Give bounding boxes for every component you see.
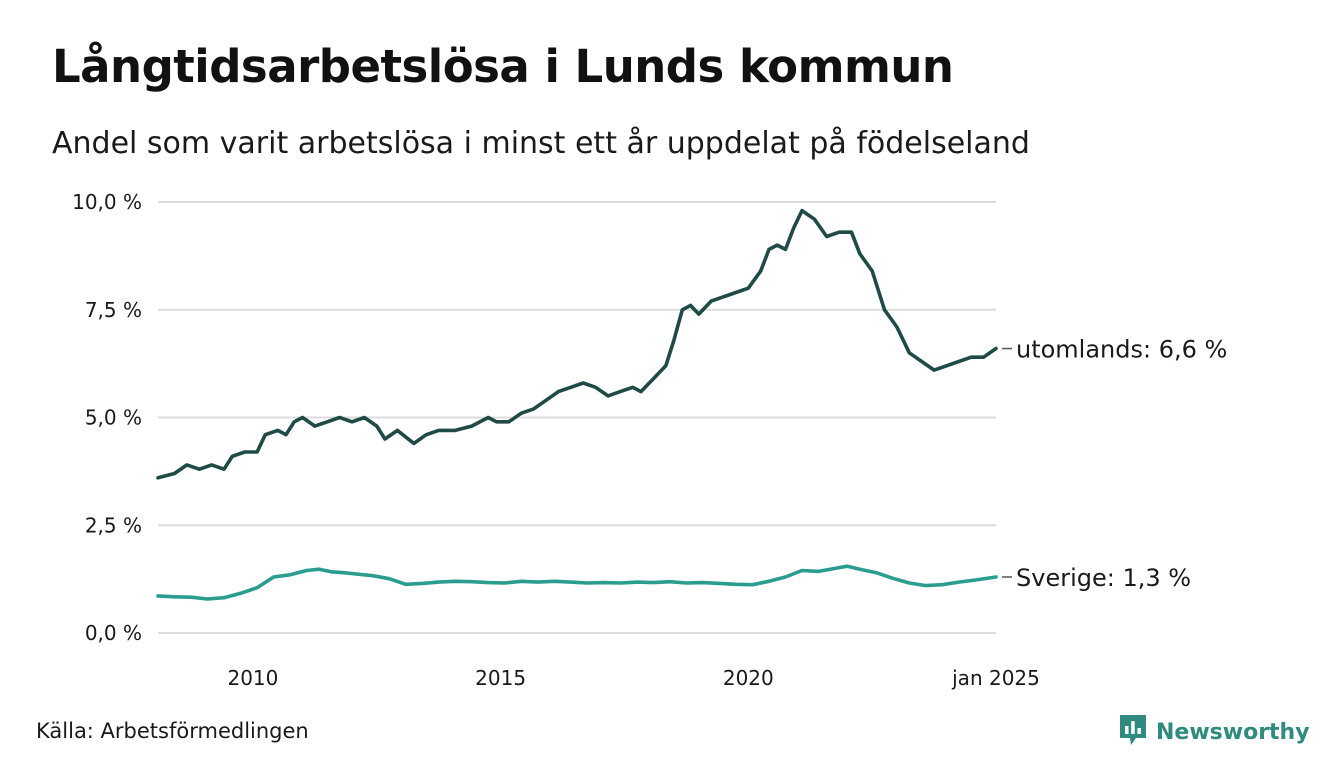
y-tick-label: 2,5 % (85, 513, 142, 537)
end-label-utomlands: utomlands: 6,6 % (1016, 336, 1227, 364)
series-lines (156, 208, 998, 601)
y-tick-label: 7,5 % (85, 298, 142, 322)
y-tick-label: 5,0 % (85, 406, 142, 430)
gridlines (158, 201, 996, 634)
brand-name: Newsworthy (1156, 719, 1310, 745)
x-tick-label: 2015 (475, 666, 526, 690)
x-tick-label: jan 2025 (951, 666, 1040, 690)
end-labels: utomlands: 6,6 % Sverige: 1,3 % (1002, 336, 1227, 592)
brand-logo: Newsworthy (1118, 713, 1310, 751)
y-tick-label: 10,0 % (72, 190, 142, 214)
x-tick-label: 2020 (723, 666, 774, 690)
chart-title: Långtidsarbetslösa i Lunds kommun (52, 40, 954, 93)
x-axis-ticks: 2010 2015 2020 jan 2025 (227, 666, 1039, 690)
end-label-sverige: Sverige: 1,3 % (1016, 564, 1191, 592)
series-line-sverige (156, 564, 998, 601)
source-note: Källa: Arbetsförmedlingen (36, 719, 309, 743)
series-line-utomlands (156, 208, 998, 480)
chart-subtitle: Andel som varit arbetslösa i minst ett å… (52, 126, 1030, 161)
newsworthy-chart-bubble-icon (1118, 713, 1148, 751)
y-axis-ticks: 0,0 % 2,5 % 5,0 % 7,5 % 10,0 % (72, 190, 142, 645)
y-tick-label: 0,0 % (85, 621, 142, 645)
x-tick-label: 2010 (227, 666, 278, 690)
